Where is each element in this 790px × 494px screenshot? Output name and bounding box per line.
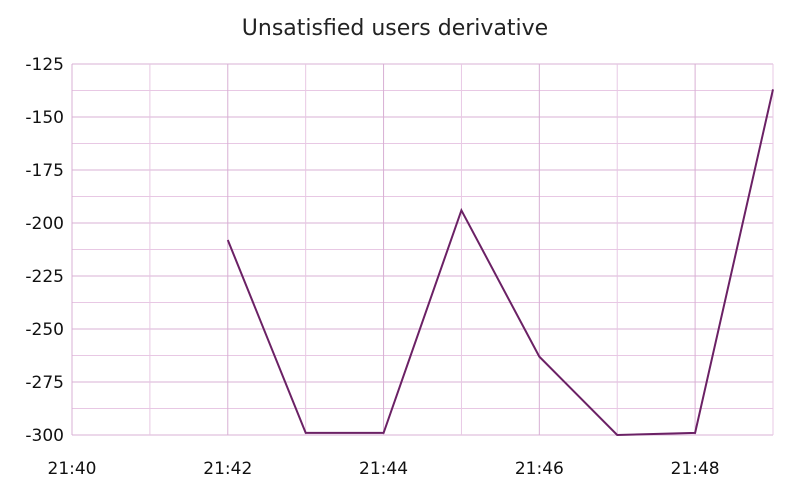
x-tick-label: 21:46 xyxy=(515,459,564,479)
y-tick-label: -275 xyxy=(25,373,64,393)
y-tick-label: -150 xyxy=(25,108,64,128)
y-tick-label: -300 xyxy=(25,426,64,446)
x-tick-label: 21:48 xyxy=(671,459,720,479)
x-tick-label: 21:40 xyxy=(48,459,97,479)
y-tick-label: -125 xyxy=(25,55,64,75)
series-layer xyxy=(226,89,774,437)
y-axis-ticks: -125 -150 -175 -200 -225 -250 -275 -300 xyxy=(25,55,64,446)
y-tick-label: -225 xyxy=(25,267,64,287)
x-axis-ticks: 21:40 21:42 21:44 21:46 21:48 xyxy=(48,459,720,479)
y-tick-label: -200 xyxy=(25,214,64,234)
chart-title: Unsatisfied users derivative xyxy=(241,16,549,41)
series-line xyxy=(226,89,774,437)
x-tick-label: 21:42 xyxy=(203,459,252,479)
y-tick-label: -175 xyxy=(25,161,64,181)
x-tick-label: 21:44 xyxy=(359,459,408,479)
y-tick-label: -250 xyxy=(25,320,64,340)
grid xyxy=(71,63,774,436)
